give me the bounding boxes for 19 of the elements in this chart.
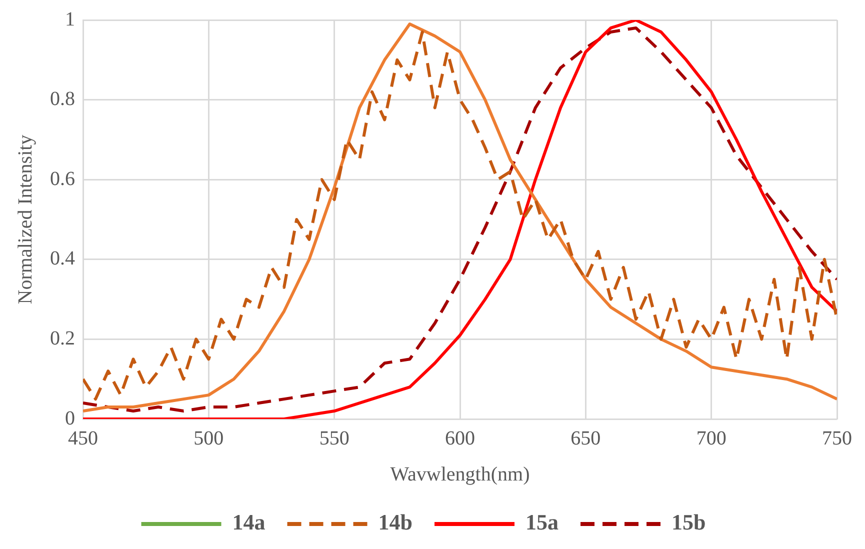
y-tick-label: 0.6 [50, 168, 75, 190]
y-tick-label: 0.8 [50, 88, 75, 110]
legend-label: 15b [672, 510, 706, 535]
x-tick-label: 450 [68, 427, 98, 450]
legend-label: 14b [378, 510, 413, 535]
legend-label: 15a [526, 510, 558, 535]
x-tick-label: 750 [822, 427, 852, 450]
legend-label: 14a [232, 510, 266, 535]
x-tick-label: 650 [570, 427, 601, 450]
y-tick-label: 0.4 [50, 248, 75, 270]
y-tick-label: 1 [65, 8, 75, 30]
x-tick-label: 550 [319, 427, 350, 450]
y-tick-label: 0.2 [50, 327, 75, 350]
x-tick-label: 500 [194, 427, 224, 450]
x-tick-label: 600 [445, 427, 475, 450]
x-tick-label: 700 [696, 427, 726, 450]
x-axis-title: Wavwlength(nm) [390, 463, 530, 486]
y-axis-title: Normalized Intensity [14, 134, 36, 304]
y-tick-label: 0 [65, 407, 75, 430]
